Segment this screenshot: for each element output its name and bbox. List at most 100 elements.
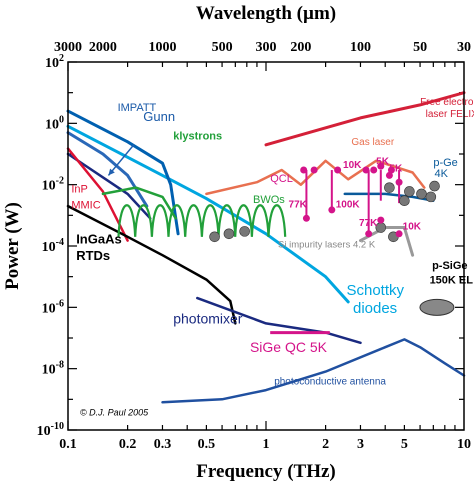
y-tick-label: 10-6 [42,298,64,316]
x-tick-label: 1 [263,437,270,452]
top-tick-label: 30 [457,40,471,55]
si-impurity-point [384,182,395,193]
series-line-12 [359,226,415,257]
qcl-point [362,166,370,174]
y-axis-title: Power (W) [2,202,23,290]
x-tick-label: 0.5 [198,437,216,452]
series-line-8 [264,91,466,147]
annotation-label: MMIC [71,199,100,211]
qcl-point [377,216,385,224]
bwo-curve [117,204,287,237]
annotation-label: 150K EL [430,274,474,286]
qcl-point [334,166,342,174]
gunn-arrow-shaft [107,144,135,176]
qcl-point [395,178,403,186]
plot-frame [67,61,465,431]
series-line-3 [66,152,152,220]
annotation-label: BWOs [253,194,285,206]
x-tick-label: 10 [457,437,471,452]
si-impurity-point [209,231,220,243]
series-line-5 [66,204,237,325]
y-tick-label: 10-10 [37,421,64,439]
qcl-point [370,166,378,174]
si-impurity-point [404,186,415,197]
series-line-9 [205,159,426,196]
y-tick-label: 10-8 [42,360,64,378]
top-tick-label: 500 [212,40,233,55]
top-tick-label: 3000 [54,40,82,55]
qcl-point [387,166,395,174]
qcl-point [377,162,385,170]
qcl-point [365,230,373,238]
annotation-label: laser FELIX [426,109,474,120]
annotation-label: InGaAs [76,232,122,247]
annotation-label: SiGe QC 5K [250,339,328,355]
qcl-point [302,214,310,222]
y-tick-label: 10-2 [42,176,64,194]
ticks-layer: 0.1 0.2 0.3 0.5 1 2 3 5 10 3000 2000 1000 500 300 200 1… [37,40,471,452]
annotation-label: 100K [336,200,361,211]
annotation-label: © D.J. Paul 2005 [80,407,149,417]
qcl-point [310,166,318,174]
gunn-arrow-head [108,168,115,176]
x-axis-title: Frequency (THz) [196,461,336,482]
annotation-label: photomixer [173,310,243,326]
top-tick-label: 50 [413,40,427,55]
annotation-label: 5K [376,157,390,168]
top-tick-label: 100 [350,40,371,55]
top-tick-label: 1000 [148,40,176,55]
si-impurity-point [429,180,440,192]
annotation-label: 5K [389,163,403,174]
top-axis-title: Wavelength (µm) [196,3,336,24]
series-line-0 [66,124,350,304]
x-tick-label: 2 [322,437,329,452]
series-line-10 [101,186,177,220]
top-tick-label: 200 [290,40,311,55]
annotation-label: Si impurity lasers 4.2 K [278,239,376,250]
annotation-label: Gas laser [351,137,394,148]
top-tick-label: 2000 [89,40,117,55]
annotation-label: 10K [403,221,422,232]
si-impurity-point [239,226,250,237]
annotation-label: 4K [435,168,449,180]
annotation-label: photoconductive antenna [274,377,386,388]
x-tick-label: 0.1 [59,437,77,452]
series-line-2 [66,131,149,208]
x-tick-label: 0.3 [154,437,172,452]
qcl-point [395,230,403,238]
annotation-label: 77K [289,200,308,211]
annotation-label: Schottky [346,282,404,299]
annotation-label: QCL [270,173,293,185]
si-impurity-point [425,191,437,203]
annotation-label: IMPATT [118,102,157,114]
si-impurity-point [416,188,427,200]
annotation-label: klystrons [173,130,222,142]
series-line-7 [161,338,466,404]
qcl-point [385,171,393,179]
psige-ellipse [419,298,455,316]
series-line-6 [196,296,362,345]
qcl-point [328,206,336,214]
y-tick-label: 102 [45,53,64,71]
annotation-label: p-SiGe [432,260,467,272]
annotation-label: 10K [343,160,362,171]
annotation-label: Free electron [420,97,474,108]
annotation-label: Gunn [143,109,175,124]
x-tick-label: 3 [357,437,364,452]
annotation-label: RTDs [76,248,110,263]
marker-layer [209,162,455,316]
y-tick-label: 10-4 [42,237,64,255]
annotation-label: diodes [353,300,397,317]
series-line-1 [66,109,180,236]
series-layer [66,91,466,404]
y-tick-label: 100 [45,114,64,132]
x-tick-label: 5 [401,437,408,452]
annotation-label: 77K [359,218,378,229]
si-impurity-point [399,195,410,207]
annotation-label: p-Ge [433,157,457,169]
qcl-point [300,166,308,174]
x-tick-label: 0.2 [119,437,137,452]
